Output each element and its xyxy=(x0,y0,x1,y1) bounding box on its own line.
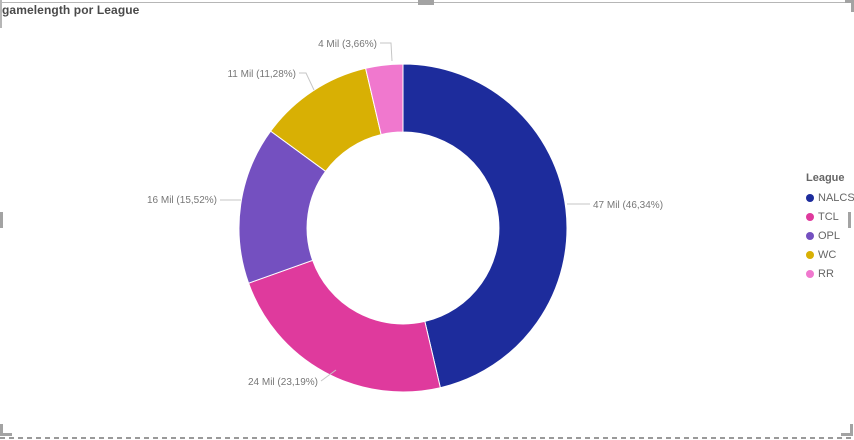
legend-item-wc[interactable]: WC xyxy=(806,245,854,264)
resize-handle-bottom-right[interactable] xyxy=(841,433,853,436)
data-label-opl: 16 Mil (15,52%) xyxy=(147,195,217,206)
legend: League NALCS TCL OPL WC RR xyxy=(806,172,854,283)
leader-line-wc xyxy=(299,72,315,91)
data-labels: 47 Mil (46,34%) 24 Mil (23,19%) 16 Mil (… xyxy=(147,39,663,388)
legend-label-nalcs: NALCS xyxy=(818,191,854,204)
leader-lines xyxy=(220,42,590,382)
donut-slices xyxy=(238,63,568,393)
legend-swatch-opl xyxy=(806,231,814,240)
legend-label-opl: OPL xyxy=(818,229,841,242)
legend-item-nalcs[interactable]: NALCS xyxy=(806,188,854,207)
donut-slice-tcl[interactable] xyxy=(247,259,441,393)
leader-line-tcl xyxy=(320,369,337,382)
resize-handle-left[interactable] xyxy=(0,212,3,228)
legend-swatch-wc xyxy=(806,250,814,259)
data-label-tcl: 24 Mil (23,19%) xyxy=(248,377,318,388)
legend-swatch-tcl xyxy=(806,212,814,221)
legend-item-rr[interactable]: RR xyxy=(806,264,854,283)
resize-handle-bottom-left-vertical[interactable] xyxy=(0,424,3,436)
resize-handle-top-right-vertical[interactable] xyxy=(851,0,854,12)
resize-handle-bottom-right-vertical[interactable] xyxy=(850,424,853,436)
leader-line-rr xyxy=(380,42,393,62)
chart-title: gamelength por League xyxy=(2,3,140,17)
legend-swatch-nalcs xyxy=(806,193,814,202)
donut-slice-nalcs[interactable] xyxy=(402,63,568,389)
legend-item-tcl[interactable]: TCL xyxy=(806,207,854,226)
visual-border-left xyxy=(0,0,2,28)
resize-handle-top-right[interactable] xyxy=(845,0,854,3)
resize-handle-bottom-left[interactable] xyxy=(0,433,12,436)
legend-label-rr: RR xyxy=(818,267,834,280)
legend-swatch-rr xyxy=(806,269,814,278)
legend-title: League xyxy=(806,172,845,184)
legend-label-tcl: TCL xyxy=(818,210,839,223)
resize-handle-right[interactable] xyxy=(848,212,851,228)
data-label-rr: 4 Mil (3,66%) xyxy=(318,39,377,50)
legend-item-opl[interactable]: OPL xyxy=(806,226,854,245)
donut-slice-rr[interactable] xyxy=(365,63,404,136)
legend-label-wc: WC xyxy=(818,248,837,261)
page-edge-dashed xyxy=(0,437,854,439)
data-label-wc: 11 Mil (11,28%) xyxy=(227,69,296,80)
resize-handle-top[interactable] xyxy=(418,0,434,5)
data-label-nalcs: 47 Mil (46,34%) xyxy=(593,200,663,211)
